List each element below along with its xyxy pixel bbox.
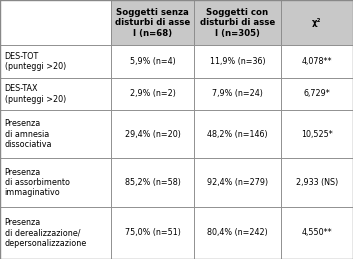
Bar xyxy=(281,78,353,110)
Bar xyxy=(194,207,281,259)
Bar xyxy=(0,0,111,46)
Text: DES-TAX
(punteggi >20): DES-TAX (punteggi >20) xyxy=(5,84,66,104)
Text: Presenza
di assorbimento
immaginativo: Presenza di assorbimento immaginativo xyxy=(5,168,70,197)
Bar xyxy=(194,46,281,78)
Bar xyxy=(194,78,281,110)
Text: Presenza
di derealizzazione/
depersonalizzazione: Presenza di derealizzazione/ depersonali… xyxy=(5,218,87,248)
Bar xyxy=(0,110,111,158)
Text: χ²: χ² xyxy=(312,18,322,27)
Text: 2,9% (n=2): 2,9% (n=2) xyxy=(130,89,175,98)
Bar xyxy=(111,207,194,259)
Text: Soggetti con
disturbi di asse
I (n=305): Soggetti con disturbi di asse I (n=305) xyxy=(200,8,275,38)
Bar xyxy=(0,46,111,78)
Text: 6,729*: 6,729* xyxy=(304,89,330,98)
Text: 4,550**: 4,550** xyxy=(301,228,332,237)
Bar xyxy=(0,158,111,207)
Text: 80,4% (n=242): 80,4% (n=242) xyxy=(207,228,268,237)
Text: Soggetti senza
disturbi di asse
I (n=68): Soggetti senza disturbi di asse I (n=68) xyxy=(115,8,190,38)
Text: 29,4% (n=20): 29,4% (n=20) xyxy=(125,130,181,139)
Bar xyxy=(194,0,281,46)
Bar xyxy=(281,207,353,259)
Text: DES-TOT
(punteggi >20): DES-TOT (punteggi >20) xyxy=(5,52,66,71)
Text: 48,2% (n=146): 48,2% (n=146) xyxy=(207,130,268,139)
Text: 75,0% (n=51): 75,0% (n=51) xyxy=(125,228,181,237)
Bar xyxy=(111,110,194,158)
Bar xyxy=(281,0,353,46)
Bar xyxy=(111,0,194,46)
Text: 11,9% (n=36): 11,9% (n=36) xyxy=(210,57,265,66)
Bar xyxy=(281,46,353,78)
Bar xyxy=(194,110,281,158)
Text: 5,9% (n=4): 5,9% (n=4) xyxy=(130,57,175,66)
Text: 7,9% (n=24): 7,9% (n=24) xyxy=(212,89,263,98)
Bar xyxy=(111,158,194,207)
Text: Presenza
di amnesia
dissociativa: Presenza di amnesia dissociativa xyxy=(5,119,52,149)
Bar xyxy=(281,110,353,158)
Bar xyxy=(111,78,194,110)
Bar xyxy=(111,46,194,78)
Text: 85,2% (n=58): 85,2% (n=58) xyxy=(125,178,181,187)
Bar xyxy=(281,158,353,207)
Bar xyxy=(194,158,281,207)
Text: 2,933 (NS): 2,933 (NS) xyxy=(296,178,338,187)
Text: 10,525*: 10,525* xyxy=(301,130,333,139)
Bar xyxy=(0,78,111,110)
Bar xyxy=(0,207,111,259)
Text: 92,4% (n=279): 92,4% (n=279) xyxy=(207,178,268,187)
Text: 4,078**: 4,078** xyxy=(301,57,332,66)
